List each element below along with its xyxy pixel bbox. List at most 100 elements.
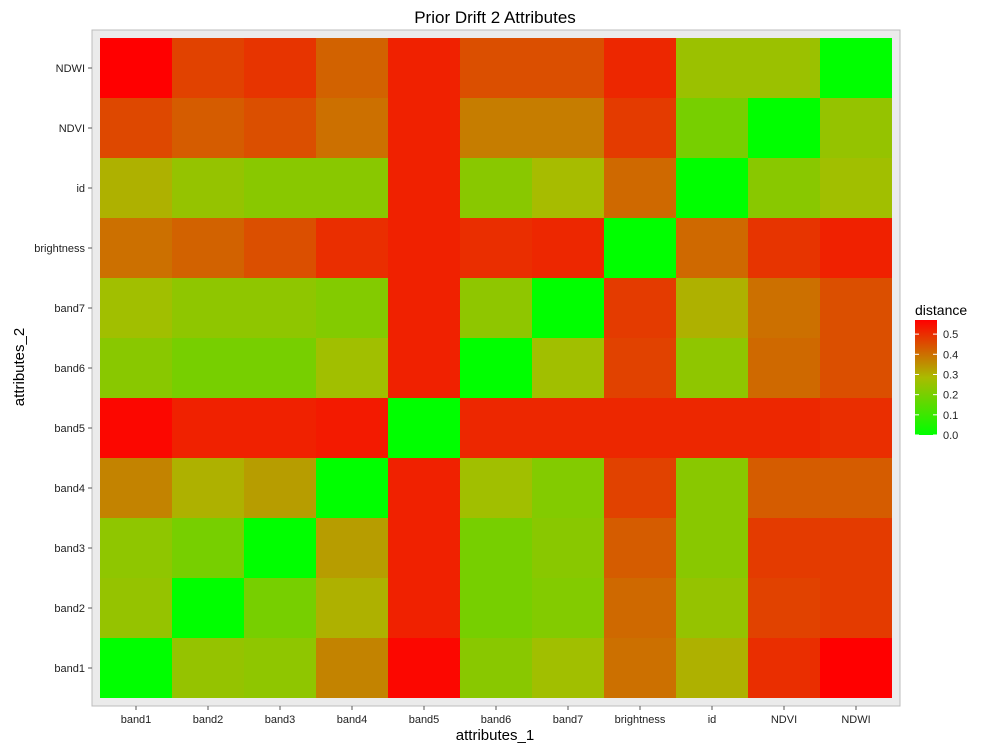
heatmap-cell — [244, 38, 316, 98]
heatmap-cell — [676, 398, 748, 458]
heatmap-cell — [676, 578, 748, 638]
heatmap-cell — [172, 638, 244, 698]
heatmap-cell — [676, 218, 748, 278]
heatmap-cell — [172, 158, 244, 218]
heatmap-cell — [532, 98, 604, 158]
heatmap-cell — [676, 338, 748, 398]
heatmap-cell — [820, 638, 892, 698]
heatmap-cell — [820, 338, 892, 398]
heatmap-cell — [388, 518, 460, 578]
x-tick-label: band5 — [409, 714, 440, 726]
heatmap-cell — [460, 518, 532, 578]
heatmap-cell — [316, 578, 388, 638]
heatmap-cell — [316, 638, 388, 698]
heatmap-cell — [532, 338, 604, 398]
x-tick-label: NDVI — [771, 714, 797, 726]
heatmap-cell — [244, 518, 316, 578]
heatmap-cell — [748, 338, 820, 398]
heatmap-cell — [748, 158, 820, 218]
heatmap-cell — [388, 578, 460, 638]
heatmap-cell — [244, 278, 316, 338]
heatmap-cell — [388, 458, 460, 518]
heatmap-cell — [100, 338, 172, 398]
heatmap-cell — [172, 98, 244, 158]
heatmap-cell — [604, 458, 676, 518]
heatmap-cell — [676, 518, 748, 578]
heatmap-cell — [100, 98, 172, 158]
heatmap-cell — [460, 158, 532, 218]
x-tick-label: band4 — [337, 714, 368, 726]
heatmap-cell — [172, 398, 244, 458]
heatmap-cell — [820, 38, 892, 98]
heatmap-cell — [748, 278, 820, 338]
heatmap-cell — [388, 338, 460, 398]
heatmap-cell — [604, 218, 676, 278]
heatmap-cell — [676, 458, 748, 518]
legend-tick-label: 0.3 — [943, 369, 958, 381]
heatmap-cell — [316, 98, 388, 158]
legend-tick-label: 0.0 — [943, 430, 958, 442]
heatmap-cell — [100, 38, 172, 98]
heatmap-cell — [460, 278, 532, 338]
y-axis-title: attributes_2 — [11, 328, 28, 406]
heatmap-cell — [532, 458, 604, 518]
heatmap-cell — [748, 458, 820, 518]
heatmap-cell — [604, 278, 676, 338]
heatmap-cell — [460, 218, 532, 278]
y-tick-label: NDVI — [59, 123, 85, 135]
heatmap-cell — [676, 98, 748, 158]
heatmap-cell — [100, 638, 172, 698]
heatmap-cell — [100, 578, 172, 638]
heatmap-cell — [316, 458, 388, 518]
y-axis-ticks: band1 band2 band3 band4 band5 band6 band7 brigh… — [34, 63, 92, 675]
heatmap-cell — [388, 98, 460, 158]
heatmap-cell — [748, 518, 820, 578]
x-tick-label: band7 — [553, 714, 584, 726]
heatmap-cell — [316, 158, 388, 218]
heatmap-cell — [388, 158, 460, 218]
y-tick-label: band1 — [54, 663, 85, 675]
y-tick-label: NDWI — [56, 63, 85, 75]
heatmap-cell — [244, 338, 316, 398]
legend-tick-label: 0.5 — [943, 329, 958, 341]
heatmap-cell — [532, 218, 604, 278]
heatmap-cell — [748, 638, 820, 698]
legend-ticks: 0.0 0.1 0.2 0.3 0.4 0.5 — [915, 329, 958, 442]
heatmap-cell — [460, 398, 532, 458]
x-axis-title: attributes_1 — [456, 727, 534, 744]
legend-tick-label: 0.1 — [943, 410, 958, 422]
x-tick-label: band1 — [121, 714, 152, 726]
heatmap-cell — [532, 278, 604, 338]
y-tick-label: brightness — [34, 243, 85, 255]
heatmap-cell — [100, 278, 172, 338]
heatmap-cell — [460, 638, 532, 698]
heatmap-cell — [388, 638, 460, 698]
heatmap-cell — [172, 338, 244, 398]
heatmap-cell — [748, 578, 820, 638]
heatmap-cell — [676, 38, 748, 98]
heatmap-cell — [532, 518, 604, 578]
heatmap-cell — [820, 158, 892, 218]
heatmap-cell — [316, 38, 388, 98]
heatmap-cell — [172, 278, 244, 338]
heatmap-cell — [100, 398, 172, 458]
heatmap-cell — [316, 518, 388, 578]
heatmap-cell — [532, 398, 604, 458]
x-tick-label: band3 — [265, 714, 296, 726]
x-tick-label: band6 — [481, 714, 512, 726]
heatmap-cells — [100, 38, 892, 698]
heatmap-cell — [388, 278, 460, 338]
heatmap-cell — [460, 578, 532, 638]
heatmap-cell — [748, 398, 820, 458]
heatmap-cell — [388, 38, 460, 98]
heatmap-cell — [244, 578, 316, 638]
x-axis-ticks: band1 band2 band3 band4 band5 band6 band7 brigh… — [121, 706, 871, 726]
heatmap-cell — [460, 98, 532, 158]
legend-title: distance — [915, 302, 967, 318]
y-tick-label: band6 — [54, 363, 85, 375]
heatmap-cell — [604, 38, 676, 98]
heatmap-cell — [820, 98, 892, 158]
heatmap-cell — [100, 458, 172, 518]
heatmap-cell — [172, 518, 244, 578]
heatmap-cell — [604, 578, 676, 638]
